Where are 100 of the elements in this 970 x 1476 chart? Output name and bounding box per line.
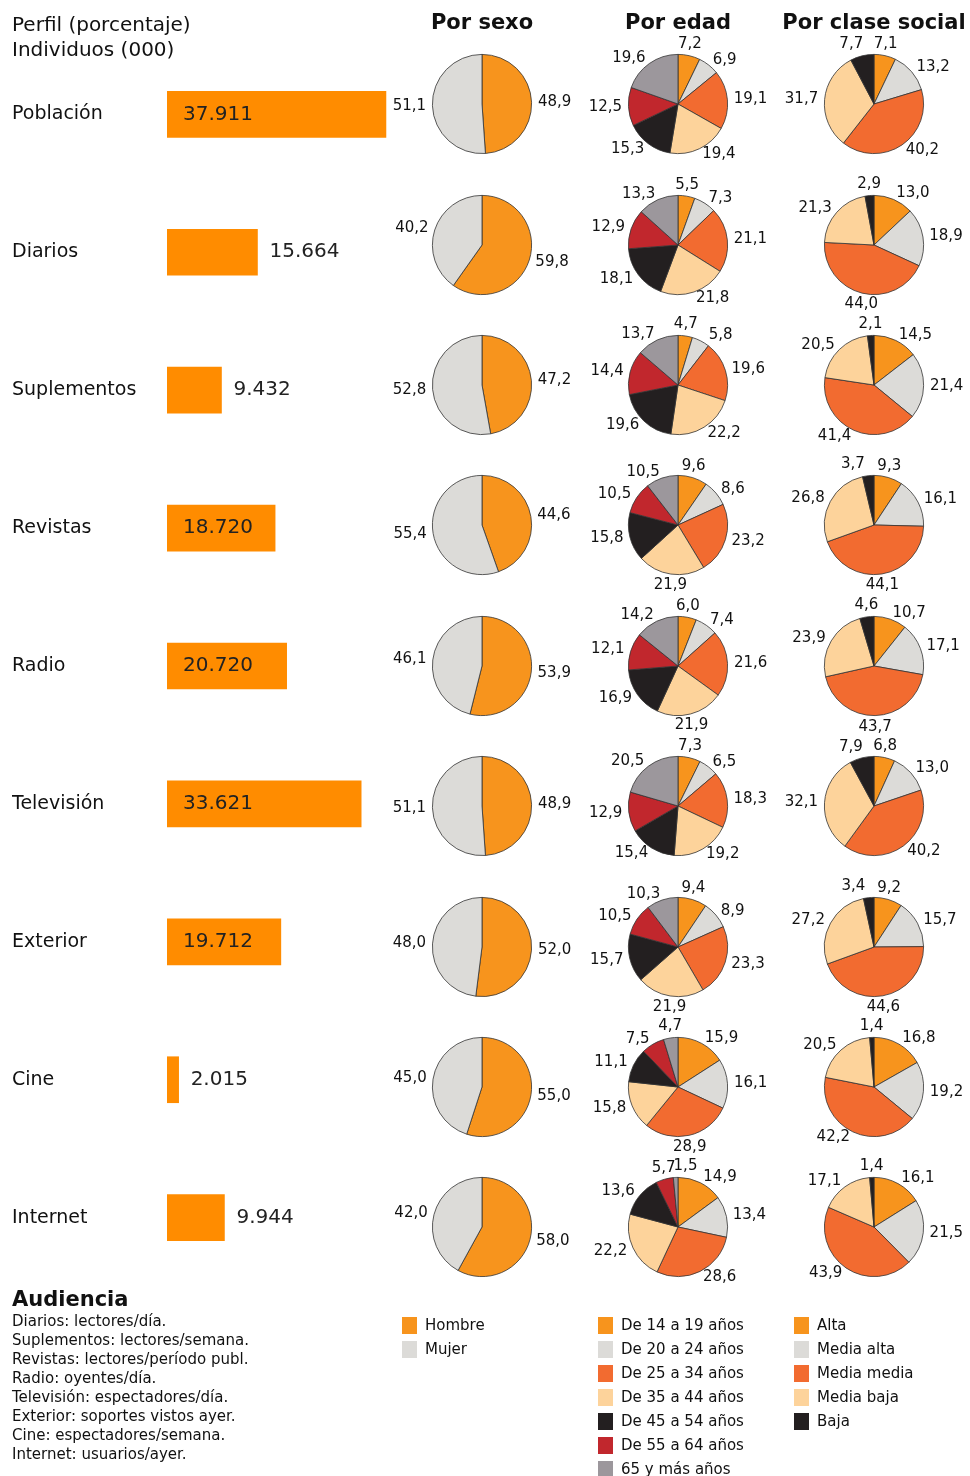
data-label: 1,4: [859, 1156, 884, 1175]
data-label: 10,7: [892, 602, 926, 621]
data-label: 3,7: [840, 454, 865, 473]
data-label: 19.712: [183, 928, 253, 953]
data-label: 18.720: [183, 514, 253, 539]
data-label: 44,6: [866, 996, 901, 1015]
data-label: 11,1: [594, 1052, 628, 1071]
y-tick-label: Diarios: [12, 239, 79, 262]
data-label: 46,1: [393, 648, 427, 667]
y-tick-label: Televisión: [11, 790, 105, 813]
legend-label: Media baja: [817, 1388, 899, 1406]
data-label: 26,8: [791, 488, 825, 507]
data-label: 22,2: [707, 422, 741, 441]
data-label: 20,5: [611, 751, 645, 770]
text: Exterior: soportes vistos ayer.: [12, 1407, 237, 1426]
chart-title: Por sexo: [429, 10, 535, 34]
data-label: 9.432: [233, 376, 291, 401]
data-label: 5,8: [708, 325, 733, 344]
data-label: 10,5: [626, 462, 660, 481]
bar: [167, 780, 362, 828]
data-label: 48,9: [537, 794, 572, 813]
bar: [167, 1056, 179, 1104]
data-label: 42,2: [816, 1127, 851, 1146]
text: Radio: oyentes/día.: [12, 1369, 158, 1388]
data-label: 19,6: [612, 48, 646, 67]
data-label: 16,1: [901, 1168, 935, 1187]
data-label: 4,7: [673, 314, 698, 333]
data-label: 18,1: [599, 268, 634, 287]
text: Diarios: lectores/día.: [12, 1312, 168, 1331]
data-label: 6,8: [873, 736, 898, 755]
data-label: 15,7: [590, 949, 624, 968]
data-label: 22,2: [593, 1240, 628, 1259]
data-label: 8,9: [720, 900, 745, 919]
data-label: 4,7: [658, 1016, 683, 1035]
data-label: 4,6: [854, 595, 879, 614]
data-label: 47,2: [537, 369, 572, 388]
data-label: 12,9: [589, 802, 623, 821]
bar: [167, 366, 222, 414]
data-label: 7,7: [839, 34, 864, 53]
y-tick-label: Cine: [12, 1066, 55, 1089]
data-label: 41,4: [817, 426, 852, 445]
data-label: 2,1: [858, 314, 883, 333]
data-label: 2,9: [857, 173, 882, 192]
data-label: 19,4: [702, 144, 736, 163]
data-label: 20,5: [801, 334, 835, 353]
y-tick-label: Población: [12, 101, 103, 124]
chart-subtitle: Individuos (000): [12, 37, 176, 62]
data-label: 40,2: [907, 841, 941, 860]
data-label: 21,9: [653, 575, 688, 594]
data-label: 33.621: [183, 790, 253, 815]
data-label: 21,5: [929, 1223, 964, 1242]
bar: [167, 228, 258, 276]
data-label: 8,6: [720, 479, 745, 498]
data-label: 1,4: [859, 1015, 884, 1034]
data-label: 7,9: [839, 736, 863, 755]
data-label: 16,8: [902, 1028, 936, 1047]
data-label: 14,2: [620, 605, 654, 624]
data-label: 48,0: [392, 932, 427, 951]
data-label: 40,2: [905, 140, 940, 159]
data-label: 13,0: [915, 758, 949, 777]
data-label: 32,1: [784, 792, 819, 811]
data-label: 44,1: [865, 575, 900, 594]
data-label: 21,6: [733, 652, 768, 671]
bar: [167, 642, 287, 690]
data-label: 48,9: [537, 92, 572, 111]
data-label: 10,5: [598, 905, 632, 924]
legend-label: De 25 a 34 años: [621, 1364, 744, 1382]
data-label: 42,0: [394, 1203, 428, 1222]
legend-label: Hombre: [425, 1316, 485, 1334]
data-label: 13,7: [621, 324, 655, 342]
legend-label: De 45 a 54 años: [621, 1412, 744, 1430]
data-label: 14,5: [898, 324, 933, 343]
text: Revistas: lectores/período publ.: [12, 1350, 249, 1369]
data-label: 5,5: [675, 174, 700, 193]
y-tick-label: Exterior: [12, 928, 88, 951]
data-label: 13,0: [896, 183, 930, 202]
data-label: 19,2: [706, 844, 740, 863]
data-label: 9,2: [877, 877, 902, 896]
data-label: 16,9: [598, 687, 633, 706]
data-label: 17,1: [926, 635, 960, 654]
text: Televisión: espectadores/día.: [12, 1388, 230, 1407]
data-label: 12,9: [591, 216, 626, 235]
data-label: 31,7: [784, 89, 819, 108]
data-label: 23,2: [731, 531, 765, 550]
data-label: 43,7: [858, 716, 892, 735]
data-label: 19,6: [731, 358, 765, 377]
data-label: 21,9: [652, 996, 687, 1015]
legend-label: Baja: [817, 1412, 850, 1430]
data-label: 16,1: [923, 489, 958, 508]
data-label: 2.015: [190, 1065, 248, 1090]
data-label: 15,8: [590, 528, 624, 547]
y-tick-label: Suplementos: [12, 377, 137, 400]
data-label: 28,6: [702, 1267, 737, 1286]
data-label: 19,6: [606, 415, 640, 434]
data-label: 12,1: [591, 639, 625, 658]
chart-title: Por clase social: [781, 10, 967, 34]
data-label: 43,9: [808, 1263, 843, 1282]
data-label: 6,5: [712, 751, 737, 770]
data-label: 58,0: [536, 1231, 570, 1250]
data-label: 12,5: [588, 97, 623, 116]
